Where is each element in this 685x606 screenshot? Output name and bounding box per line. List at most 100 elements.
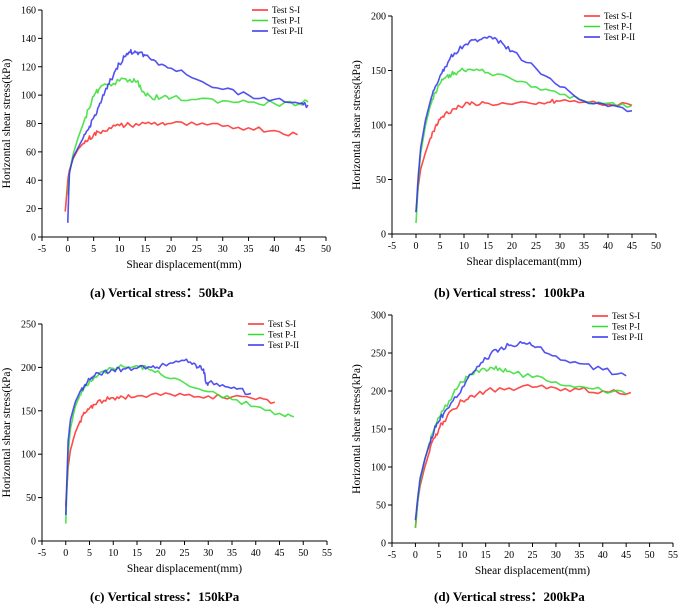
chart-d-ytick-label: 150 (371, 425, 386, 436)
chart-c-ylabel: Horizontal shear stress(kPa) (1, 368, 13, 498)
chart-d-xtick-label: -5 (388, 550, 396, 561)
chart-c-xtick-label: 0 (63, 548, 68, 559)
chart-c-series-test-p-i (65, 364, 295, 524)
chart-a-xtick-label: 35 (244, 244, 254, 255)
chart-a-ytick-label: 60 (26, 147, 36, 158)
chart-d-xtick-label: 15 (481, 550, 491, 561)
chart-d-xlabel: Shear displacement(mm) (475, 565, 590, 577)
chart-a-legend-label: Test P-II (272, 26, 303, 36)
chart-a-ytick-label: 140 (21, 34, 36, 45)
chart-a-xtick-label: 5 (91, 244, 96, 255)
chart-d-xtick-label: 40 (598, 550, 608, 561)
chart-a-xtick-label: -5 (38, 244, 46, 255)
chart-a-series-test-s-i (64, 121, 298, 212)
chart-a-xtick-label: 25 (192, 244, 202, 255)
chart-b-xtick-label: 0 (414, 241, 419, 252)
chart-b-legend-label: Test P-II (604, 32, 635, 42)
chart-a-ylabel: Horizontal shear stress(kPa) (1, 59, 13, 189)
chart-d-ytick-label: 0 (381, 539, 386, 550)
chart-b-xtick-label: 30 (555, 241, 565, 252)
chart-a-xtick-label: 0 (65, 244, 70, 255)
chart-b-legend-label: Test P-I (604, 22, 632, 32)
chart-b-svg: -5 0 5 10 15 20 25 30 35 40 45 50050100150200Shear … (351, 11, 661, 268)
chart-a-ytick-label: 120 (21, 62, 36, 73)
chart-panel-a: -5 0 5 10 15 20 25 30 35 40 45 50 0 20 40 60 80 100 120 140… (0, 0, 342, 300)
chart-d-ytick-label: 300 (371, 311, 386, 322)
chart-b-xtick-label: 50 (651, 241, 661, 252)
chart-a-svg: -5 0 5 10 15 20 25 30 35 40 45 50020406080100120140… (1, 5, 331, 271)
chart-c-legend-label: Test P-I (268, 330, 296, 340)
chart-d-ytick-label: 100 (371, 463, 386, 474)
chart-d-ytick-label: 250 (371, 349, 386, 360)
chart-c-xtick-label: 40 (251, 548, 261, 559)
chart-d-xtick-label: 35 (574, 550, 584, 561)
chart-a-xtick-label: 45 (295, 244, 305, 255)
chart-c-xtick-label: 5 (87, 548, 92, 559)
chart-b-xtick-label: 40 (603, 241, 613, 252)
chart-c-xtick-label: 55 (322, 548, 332, 559)
caption-b: (b) Vertical stress：100kPa (434, 285, 585, 300)
chart-b-ytick-label: 0 (381, 230, 386, 241)
chart-a-xlabel: Shear displacement(mm) (126, 259, 241, 271)
chart-c-xtick-label: 35 (227, 548, 237, 559)
chart-d-xtick-label: 30 (551, 550, 561, 561)
chart-d-series-test-p-i (414, 365, 627, 528)
chart-c-xtick-label: 25 (180, 548, 190, 559)
chart-b-ytick-label: 150 (371, 66, 386, 77)
chart-b-axes (391, 16, 656, 235)
chart-panel-c: -5 0 5 10 15 20 25 30 35 40 45 50 55 0 50 100 150 200 250 S… (0, 308, 342, 606)
chart-c-xtick-label: 30 (203, 548, 213, 559)
chart-b-ytick-label: 200 (371, 12, 386, 23)
chart-c-xtick-label: 10 (108, 548, 118, 559)
chart-d-legend-label: Test P-II (612, 332, 643, 342)
chart-b-xtick-label: -5 (388, 241, 396, 252)
chart-d-ytick-label: 50 (376, 501, 386, 512)
chart-d-xtick-label: 0 (413, 550, 418, 561)
chart-a-xtick-label: 10 (114, 244, 124, 255)
chart-c-ytick-label: 200 (21, 363, 36, 374)
chart-c-xtick-label: 15 (132, 548, 142, 559)
chart-b-xtick-label: 5 (438, 241, 443, 252)
chart-c-xtick-label: 20 (156, 548, 166, 559)
chart-c-series-test-s-i (65, 392, 276, 507)
chart-c-ytick-label: 0 (31, 537, 36, 548)
caption-a: (a) Vertical stress：50kPa (90, 285, 234, 300)
chart-a-xtick-label: 50 (321, 244, 331, 255)
chart-d-ylabel: Horizontal shear stress(kPa) (351, 364, 363, 494)
chart-d-xtick-label: 45 (621, 550, 631, 561)
chart-b-ylabel: Horizontal shear stress(kPa) (351, 60, 363, 190)
chart-b-xtick-label: 15 (483, 241, 493, 252)
chart-panel-d: -5 0 5 10 15 20 25 30 35 40 45 50 55 0 50 100 150 200 250 3… (342, 308, 685, 606)
chart-a-xtick-label: 30 (218, 244, 228, 255)
chart-c-xlabel: Shear displacement(mm) (127, 563, 242, 575)
chart-a-ytick-label: 0 (31, 233, 36, 244)
chart-d-xtick-label: 50 (645, 550, 655, 561)
chart-b-xtick-label: 35 (579, 241, 589, 252)
chart-a-xtick-label: 15 (140, 244, 150, 255)
chart-c-svg: -5 0 5 10 15 20 25 30 35 40 45 50 55050100150200250S… (1, 319, 332, 575)
chart-b-xtick-label: 20 (507, 241, 517, 252)
chart-d-xtick-label: 10 (457, 550, 467, 561)
chart-c-ytick-label: 150 (21, 406, 36, 417)
chart-d-legend-label: Test P-I (612, 322, 640, 332)
chart-a-legend-label: Test P-I (272, 16, 300, 26)
chart-a-series-test-p-i (67, 77, 309, 195)
chart-c-series-test-p-ii (65, 358, 252, 516)
chart-c-axes (41, 324, 327, 542)
chart-d-xtick-label: 20 (504, 550, 514, 561)
chart-d-series-test-p-ii (414, 340, 627, 521)
chart-a-legend-label: Test S-I (272, 5, 300, 15)
chart-d-svg: -5 0 5 10 15 20 25 30 35 40 45 50 550501001502002503… (351, 311, 678, 578)
chart-b-xtick-label: 10 (459, 241, 469, 252)
chart-b-series-test-p-ii (415, 35, 633, 213)
chart-panel-b: -5 0 5 10 15 20 25 30 35 40 45 50 0 50 100 150 200 Shear … (342, 0, 685, 300)
chart-b-series-test-s-i (415, 98, 633, 213)
chart-c-legend-label: Test S-I (268, 319, 296, 329)
caption-d: (d) Vertical stress：200kPa (434, 589, 585, 604)
chart-d-ytick-label: 200 (371, 387, 386, 398)
chart-c-ytick-label: 250 (21, 320, 36, 331)
chart-c-legend-label: Test P-II (268, 340, 299, 350)
chart-c-xtick-label: 50 (298, 548, 308, 559)
chart-a-ytick-label: 80 (26, 119, 36, 130)
chart-b-xtick-label: 25 (531, 241, 541, 252)
